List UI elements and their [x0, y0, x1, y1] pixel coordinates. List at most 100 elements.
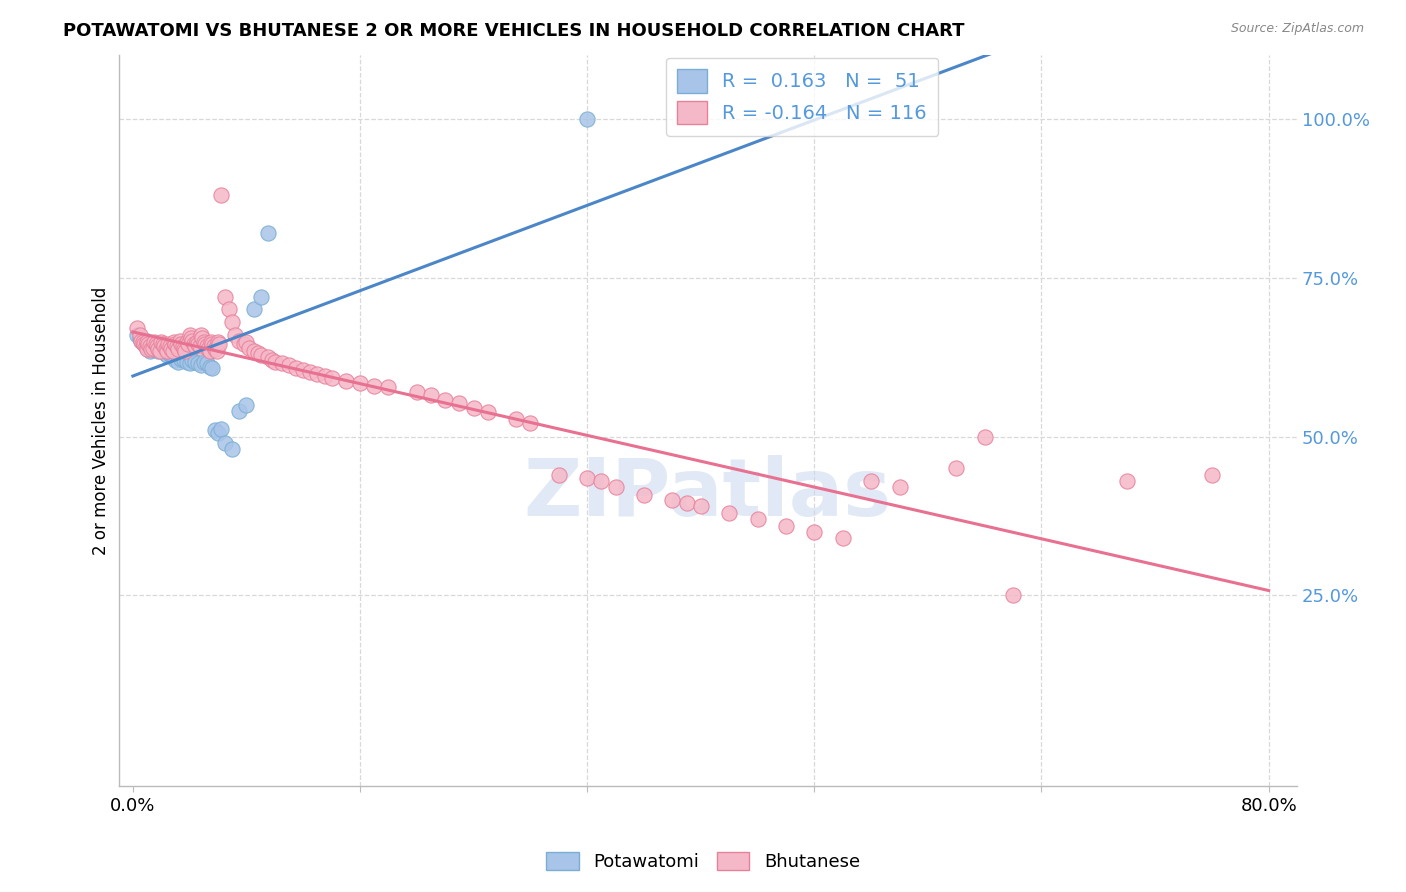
Point — [173, 342, 195, 356]
Point — [747, 512, 769, 526]
Text: POTAWATOMI VS BHUTANESE 2 OR MORE VEHICLES IN HOUSEHOLD CORRELATION CHART: POTAWATOMI VS BHUTANESE 2 OR MORE VEHICL… — [63, 22, 965, 40]
Point — [193, 354, 215, 368]
Point — [321, 371, 343, 385]
Point — [176, 335, 198, 350]
Point — [214, 290, 236, 304]
Point — [136, 341, 159, 355]
Legend: R =  0.163   N =  51, R = -0.164   N = 116: R = 0.163 N = 51, R = -0.164 N = 116 — [666, 58, 938, 136]
Point — [176, 354, 198, 368]
Point — [177, 337, 200, 351]
Point — [146, 339, 169, 353]
Point — [718, 506, 741, 520]
Point — [156, 343, 179, 358]
Point — [169, 334, 191, 348]
Point — [138, 342, 160, 356]
Text: ZIPatlas: ZIPatlas — [523, 455, 891, 533]
Point — [519, 416, 541, 430]
Point — [591, 474, 613, 488]
Point — [689, 500, 711, 514]
Point — [198, 359, 221, 374]
Point — [167, 354, 190, 368]
Point — [129, 327, 152, 342]
Point — [145, 337, 167, 351]
Point — [174, 343, 197, 358]
Point — [157, 337, 180, 351]
Point — [235, 398, 257, 412]
Point — [363, 378, 385, 392]
Y-axis label: 2 or more Vehicles in Household: 2 or more Vehicles in Household — [93, 286, 110, 555]
Legend: Potawatomi, Bhutanese: Potawatomi, Bhutanese — [538, 845, 868, 879]
Point — [271, 356, 294, 370]
Point — [889, 480, 911, 494]
Point — [134, 337, 156, 351]
Point — [200, 335, 222, 350]
Point — [162, 343, 184, 358]
Point — [135, 338, 157, 352]
Point — [157, 343, 180, 358]
Point — [162, 350, 184, 364]
Point — [197, 342, 219, 356]
Point — [190, 327, 212, 342]
Point — [180, 331, 202, 345]
Point — [184, 354, 207, 368]
Point — [314, 369, 336, 384]
Point — [181, 334, 204, 348]
Point — [143, 335, 166, 350]
Point — [135, 339, 157, 353]
Point — [675, 496, 697, 510]
Point — [831, 531, 853, 545]
Point — [191, 331, 214, 345]
Point — [165, 337, 187, 351]
Point — [132, 335, 155, 350]
Point — [131, 334, 153, 348]
Point — [576, 471, 599, 485]
Point — [127, 321, 149, 335]
Point — [184, 339, 207, 353]
Point — [221, 442, 243, 457]
Point — [142, 341, 165, 355]
Point — [141, 342, 163, 356]
Point — [201, 360, 224, 375]
Point — [134, 337, 156, 351]
Point — [149, 337, 172, 351]
Point — [155, 347, 177, 361]
Point — [238, 341, 260, 355]
Point — [307, 368, 329, 382]
Point — [150, 335, 173, 350]
Point — [188, 339, 211, 353]
Text: Source: ZipAtlas.com: Source: ZipAtlas.com — [1230, 22, 1364, 36]
Point — [149, 343, 172, 358]
Point — [173, 353, 195, 368]
Point — [179, 327, 201, 342]
Point — [945, 461, 967, 475]
Point — [152, 342, 174, 356]
Point — [246, 345, 269, 359]
Point — [155, 342, 177, 356]
Point — [143, 337, 166, 351]
Point — [163, 335, 186, 350]
Point — [166, 339, 188, 353]
Point — [335, 374, 357, 388]
Point — [187, 356, 209, 370]
Point — [150, 341, 173, 355]
Point — [179, 356, 201, 370]
Point — [152, 337, 174, 351]
Point — [633, 488, 655, 502]
Point — [172, 339, 194, 353]
Point — [208, 337, 231, 351]
Point — [165, 353, 187, 368]
Point — [160, 342, 183, 356]
Point — [198, 343, 221, 358]
Point — [299, 365, 322, 379]
Point — [127, 327, 149, 342]
Point — [148, 343, 170, 358]
Point — [187, 337, 209, 351]
Point — [170, 351, 193, 366]
Point — [193, 335, 215, 350]
Point — [278, 359, 301, 373]
Point — [349, 376, 371, 390]
Point — [142, 342, 165, 356]
Point — [224, 327, 246, 342]
Point — [202, 339, 225, 353]
Point — [505, 411, 527, 425]
